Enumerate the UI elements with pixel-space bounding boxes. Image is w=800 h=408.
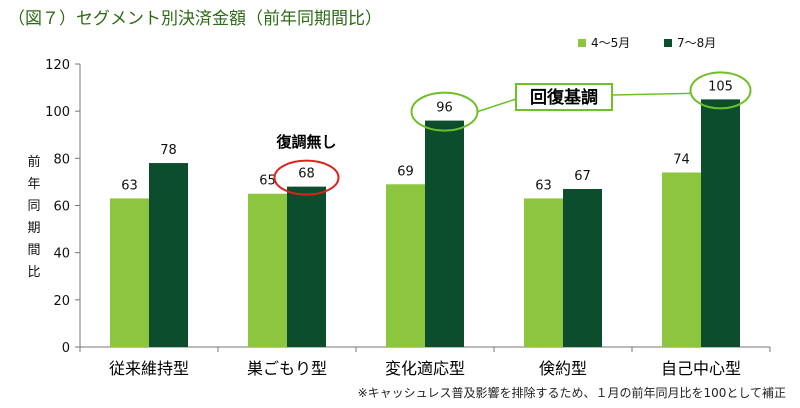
axes: 0 20 40 60 80 100 120 従来維持型 巣ごもり型 変化適応型 倹約型 自己中心型 xyxy=(45,58,771,378)
legend-label: 4～5月 xyxy=(591,36,630,50)
data-label: 74 xyxy=(673,152,690,167)
y-tick-label: 20 xyxy=(53,294,70,309)
bar xyxy=(149,163,188,347)
data-label: 78 xyxy=(160,143,177,158)
highlight-ellipse-recovery-b xyxy=(689,71,752,110)
legend-swatch xyxy=(578,39,586,47)
data-label: 105 xyxy=(708,79,733,94)
bar xyxy=(110,198,149,347)
bar xyxy=(701,99,740,347)
footnote: ※キャッシュレス普及影響を排除するため、１月の前年同月比を100として補正 xyxy=(357,386,786,400)
data-labels: 63 65 69 63 74 78 68 96 67 105 xyxy=(121,79,733,193)
bars xyxy=(110,99,740,347)
data-label: 69 xyxy=(397,164,414,179)
legend: 4～5月 7～8月 xyxy=(578,36,716,50)
y-tick-label: 80 xyxy=(53,152,70,167)
legend-swatch xyxy=(664,39,672,47)
data-label: 65 xyxy=(259,174,276,189)
bar xyxy=(386,184,425,347)
category-label: 倹約型 xyxy=(539,359,587,378)
bar xyxy=(662,172,701,347)
data-label: 63 xyxy=(121,178,138,193)
data-label: 68 xyxy=(298,167,315,182)
bar xyxy=(287,186,326,347)
chart-title: （図７）セグメント別決済金額（前年同期間比） xyxy=(8,9,382,29)
callout-connector xyxy=(477,98,517,113)
category-label: 巣ごもり型 xyxy=(247,359,327,378)
y-tick-label: 60 xyxy=(53,200,70,215)
legend-label: 7～8月 xyxy=(677,36,716,50)
category-label: 自己中心型 xyxy=(661,359,741,378)
y-axis-label: 前年同期間比 xyxy=(27,155,41,280)
data-label: 67 xyxy=(574,169,591,184)
bar xyxy=(524,198,563,347)
y-tick-label: 40 xyxy=(53,247,70,262)
bar xyxy=(563,188,602,347)
y-tick-label: 0 xyxy=(62,341,70,356)
callouts: 復調無し 回復基調 xyxy=(273,71,752,196)
y-tick-label: 100 xyxy=(45,105,70,120)
y-tick-label: 120 xyxy=(45,58,70,73)
category-label: 変化適応型 xyxy=(385,359,465,378)
data-label: 63 xyxy=(535,178,552,193)
category-label: 従来維持型 xyxy=(109,359,189,378)
bar xyxy=(248,193,287,347)
bar xyxy=(425,120,464,347)
callout-connector xyxy=(611,92,691,96)
highlight-ellipse-no-recovery xyxy=(273,159,340,196)
annotation-recovery: 回復基調 xyxy=(530,87,598,108)
data-label: 96 xyxy=(436,101,453,116)
annotation-no-recovery: 復調無し xyxy=(275,133,336,151)
annotation-box-recovery xyxy=(515,83,613,111)
